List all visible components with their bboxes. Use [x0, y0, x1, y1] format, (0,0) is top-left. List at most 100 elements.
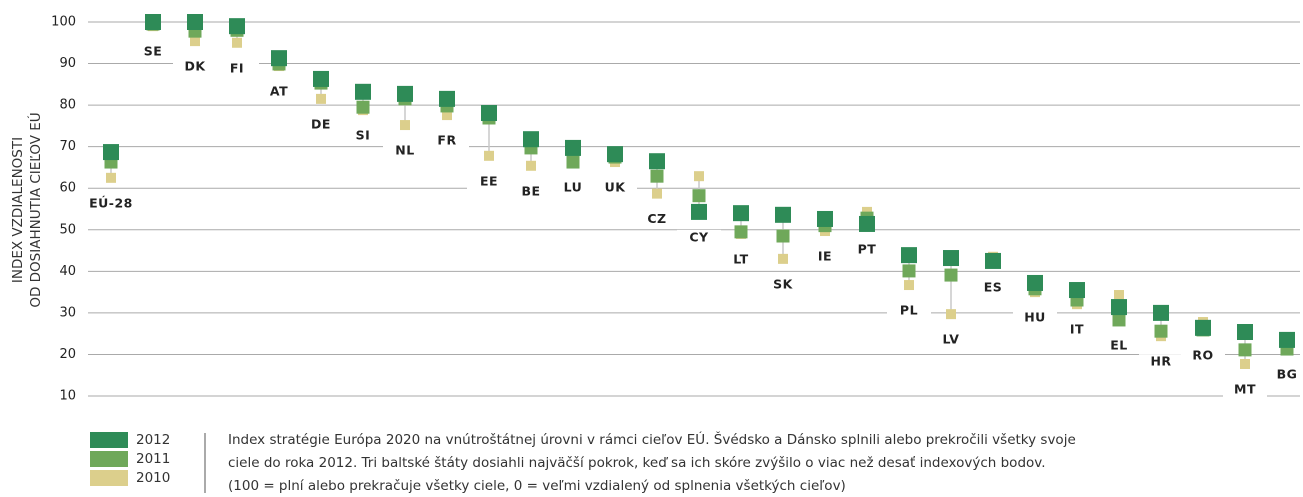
marker	[944, 268, 958, 282]
y-axis-label: OD DOSIAHNUTIA CIEĽOV EÚ	[26, 112, 44, 307]
labels: EÚ-28 SE DK FI AT DE SI NL FR EE BE LU UK CZ CY LT SK IE P…	[89, 44, 1303, 399]
grid: 10 20 30 40 50 60 70 80 90 100	[51, 15, 1300, 404]
category-label: LV	[943, 332, 960, 347]
label-bg	[173, 59, 217, 76]
marks	[103, 14, 1295, 370]
marker	[859, 215, 875, 232]
label-bg	[887, 303, 931, 320]
label-bg	[89, 195, 133, 212]
marker	[734, 225, 748, 239]
category-label: EÚ-28	[89, 195, 133, 210]
y-axis-label: INDEX VZDIALENOSTI	[10, 137, 26, 283]
marker	[566, 155, 580, 169]
marker	[652, 188, 662, 199]
y-tick-label: 70	[59, 139, 76, 154]
y-tick-label: 80	[59, 98, 76, 113]
marker	[1111, 299, 1127, 316]
marker	[356, 100, 370, 114]
label-bg	[467, 173, 511, 190]
y-tick-label: 10	[59, 389, 76, 404]
label-bg	[971, 279, 1015, 296]
category-label: LU	[564, 180, 583, 195]
marker	[400, 120, 410, 131]
marker	[526, 160, 536, 171]
label-bg	[1055, 322, 1099, 339]
marker	[778, 253, 788, 264]
note-line: (100 = plní alebo prekračuje všetky ciel…	[228, 478, 846, 493]
category-label: RO	[1192, 347, 1213, 362]
marker	[1240, 359, 1250, 370]
marker	[1279, 331, 1295, 348]
category-label: BE	[521, 183, 540, 198]
label-bg	[929, 332, 973, 349]
marker	[481, 105, 497, 122]
label-bg	[1181, 347, 1225, 364]
y-tick-label: 90	[59, 56, 76, 71]
marker	[145, 14, 161, 30]
marker	[232, 37, 242, 48]
marker	[1069, 282, 1085, 299]
category-label: CZ	[647, 211, 666, 226]
marker	[355, 83, 371, 100]
marker	[607, 146, 623, 163]
category-label: FI	[230, 60, 244, 75]
category-label: ES	[984, 279, 1003, 294]
y-tick-label: 20	[59, 347, 76, 362]
category-label: NL	[395, 143, 414, 158]
y-tick-label: 30	[59, 305, 76, 320]
category-label: LT	[733, 251, 748, 266]
marker	[904, 280, 914, 291]
label-bg	[677, 229, 721, 246]
label-bg	[425, 133, 469, 150]
marker	[523, 131, 539, 148]
marker	[691, 203, 707, 220]
marker	[1112, 313, 1126, 327]
marker	[901, 247, 917, 264]
marker	[484, 150, 494, 161]
y-tick-label: 60	[59, 181, 76, 196]
category-label: PT	[858, 241, 877, 256]
marker	[985, 252, 1001, 269]
marker	[313, 70, 329, 87]
marker	[1238, 343, 1252, 357]
marker	[1237, 324, 1253, 341]
marker	[439, 90, 455, 107]
label-bg	[1013, 310, 1057, 327]
marker	[316, 93, 326, 104]
category-label: UK	[605, 180, 627, 195]
marker	[106, 172, 116, 183]
marker	[650, 169, 664, 183]
category-label: MT	[1234, 382, 1256, 397]
legend-label: 2012	[136, 432, 170, 448]
label-bg	[509, 183, 553, 200]
category-label: HR	[1150, 354, 1171, 369]
marker	[776, 229, 790, 243]
category-label: DK	[184, 59, 206, 74]
marker	[649, 153, 665, 170]
category-label: EL	[1110, 337, 1128, 352]
marker	[946, 309, 956, 320]
marker	[692, 189, 706, 203]
label-bg	[257, 84, 301, 101]
marker	[1114, 290, 1124, 301]
label-bg	[299, 116, 343, 133]
marker	[1195, 319, 1211, 336]
label-bg	[761, 276, 805, 293]
category-label: BG	[1277, 367, 1298, 382]
marker	[694, 171, 704, 182]
label-bg	[131, 44, 175, 61]
marker	[1154, 324, 1168, 338]
category-label: CY	[689, 229, 709, 244]
marker	[902, 264, 916, 278]
label-bg	[845, 241, 889, 258]
category-label: PL	[900, 303, 918, 318]
label-bg	[215, 60, 259, 77]
category-label: SE	[144, 44, 163, 59]
legend-swatch	[90, 451, 128, 467]
marker	[733, 205, 749, 222]
legend-label: 2010	[136, 470, 170, 486]
note-line: ciele do roka 2012. Tri baltské štáty do…	[228, 455, 1046, 471]
marker	[943, 250, 959, 267]
